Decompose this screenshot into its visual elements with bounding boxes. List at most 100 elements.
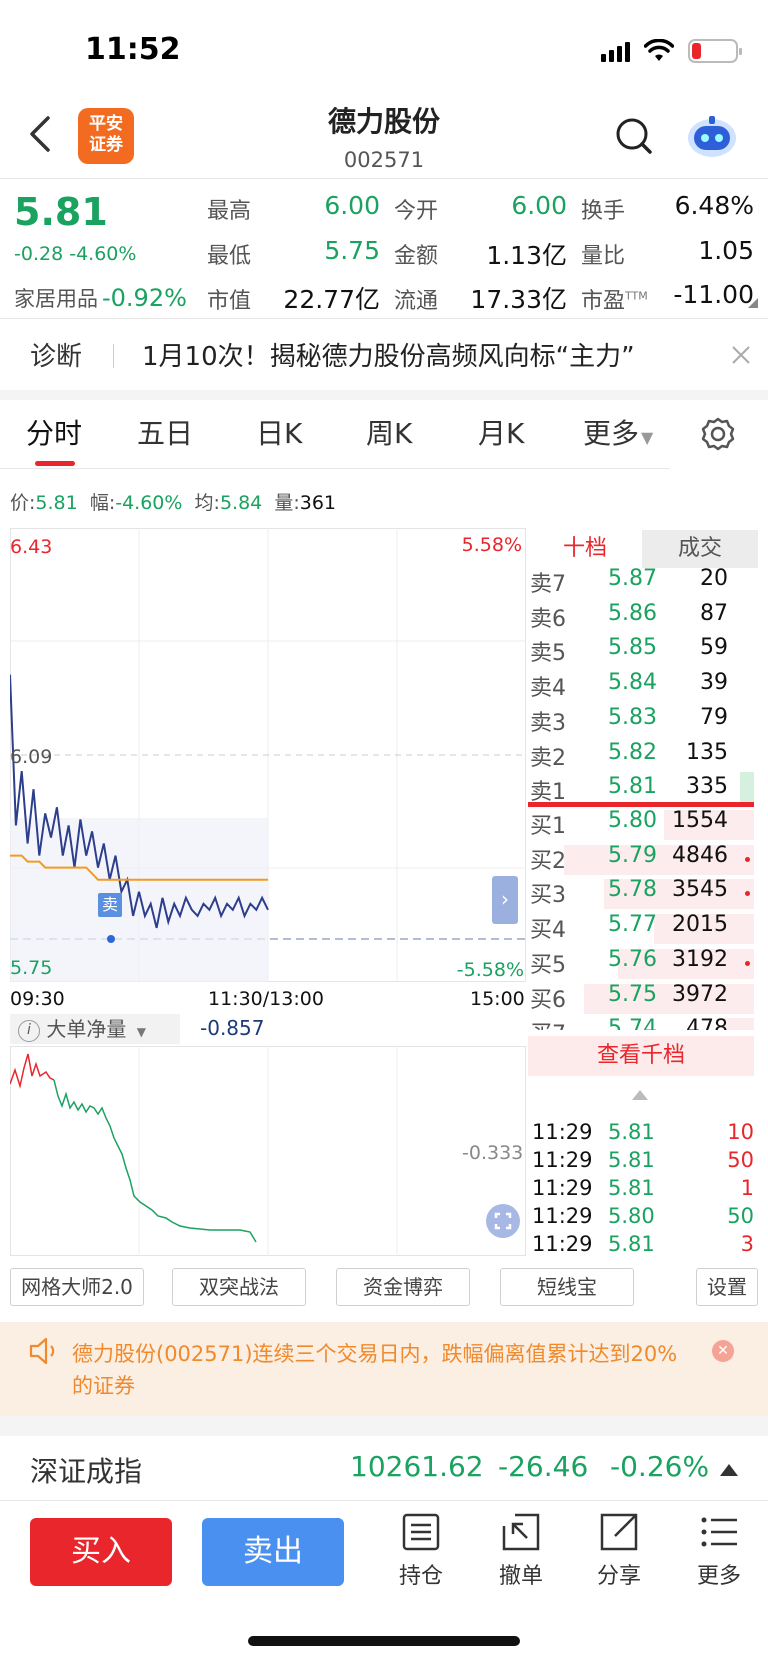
sector-name: 家居用品: [14, 287, 98, 311]
stat-value-volratio: 1.05: [698, 236, 754, 265]
view-thousand-levels-button[interactable]: 查看千档: [528, 1036, 754, 1076]
ask-volume: 135: [686, 739, 728, 765]
info-vol: 361: [299, 492, 337, 514]
back-icon[interactable]: [24, 114, 56, 154]
tab-daily-k[interactable]: 日K: [256, 417, 303, 450]
bid-label: 买4: [530, 918, 566, 944]
chevron-down-icon: ▼: [136, 1025, 146, 1039]
buy-button[interactable]: 买入: [30, 1518, 172, 1586]
index-percent: -0.26%: [610, 1450, 710, 1483]
stat-label-pe: 市盈TTM: [581, 289, 648, 314]
bid-volume-bar: [664, 810, 754, 840]
diagnosis-separator: [113, 344, 114, 368]
ask-price: 5.82: [608, 739, 657, 765]
ask-row[interactable]: 卖7 5.87 20: [528, 566, 758, 600]
indicator-line-red: [10, 1053, 55, 1089]
trade-price: 5.81: [608, 1120, 655, 1144]
large-order-dot: [745, 856, 750, 862]
trade-price: 5.81: [608, 1232, 655, 1256]
intraday-price-chart[interactable]: [10, 528, 526, 982]
ask-row[interactable]: 卖6 5.86 87: [528, 601, 758, 635]
x-label-open: 09:30: [10, 988, 65, 1010]
ask-row[interactable]: 卖4 5.84 39: [528, 670, 758, 704]
trade-time: 11:29: [532, 1148, 593, 1172]
indicator-value: -0.857: [200, 1016, 265, 1040]
sell-signal-marker[interactable]: 卖: [98, 893, 122, 917]
tab-weekly-k[interactable]: 周K: [366, 417, 413, 450]
bid-row[interactable]: 买1 5.80 1554: [528, 808, 758, 842]
robot-assistant-icon[interactable]: [686, 112, 738, 160]
broker-logo: 平安证券: [78, 108, 134, 164]
order-book-tab-trades[interactable]: 成交: [642, 530, 758, 568]
stat-value-float: 17.33亿: [470, 285, 567, 314]
info-avg: 5.84: [219, 492, 263, 514]
bid-volume: 1554: [672, 808, 728, 833]
ask-row[interactable]: 卖1 5.81 335: [528, 774, 758, 808]
tool-double-breakout-button[interactable]: 双突战法: [172, 1268, 306, 1306]
tab-monthly-k[interactable]: 月K: [478, 417, 525, 450]
stat-label-volratio: 量比: [581, 244, 626, 269]
nav-more[interactable]: 更多: [684, 1512, 754, 1590]
bid-row[interactable]: 买4 5.77 2015: [528, 912, 758, 946]
chevron-down-icon: ▼: [641, 428, 654, 447]
expand-panel-chevron-icon[interactable]: ›: [492, 876, 518, 924]
info-range: -4.60%: [115, 492, 183, 514]
tool-grid-master-button[interactable]: 网格大师2.0: [10, 1268, 144, 1306]
home-indicator: [248, 1636, 520, 1646]
bid-row[interactable]: 买3 5.78 3545: [528, 877, 758, 911]
tool-capital-game-button[interactable]: 资金博弈: [336, 1268, 470, 1306]
trade-point-marker: [107, 935, 115, 943]
chevron-up-icon[interactable]: [720, 1462, 738, 1476]
order-book-tab-ten[interactable]: 十档: [528, 530, 642, 568]
x-label-midday: 11:30/13:00: [208, 988, 324, 1010]
bid-volume: 3972: [672, 981, 728, 1007]
tool-settings-button[interactable]: 设置: [696, 1268, 758, 1306]
stat-label-turnover: 换手: [581, 199, 626, 224]
bid-list: 买1 5.80 1554 买2 5.79 4846 买3 5.78 3545 买4 5.77 2015…: [528, 808, 758, 1030]
bid-row[interactable]: 买5 5.76 3192: [528, 947, 758, 981]
x-label-close: 15:00: [470, 988, 525, 1010]
tab-five-day[interactable]: 五日: [137, 417, 194, 450]
bid-volume-bar: [724, 1018, 754, 1030]
tab-more[interactable]: 更多 ▼: [583, 417, 654, 450]
nav-cancel-order[interactable]: 撤单: [486, 1512, 556, 1590]
bid-row[interactable]: 买2 5.79 4846: [528, 843, 758, 877]
sector-row[interactable]: 家居用品 -0.92%: [14, 283, 187, 313]
ask-row[interactable]: 卖3 5.83 79: [528, 705, 758, 739]
indicator-chart[interactable]: [10, 1046, 526, 1256]
nav-share[interactable]: 分享: [584, 1512, 654, 1590]
tool-short-term-button[interactable]: 短线宝: [500, 1268, 634, 1306]
sell-button[interactable]: 卖出: [202, 1518, 344, 1586]
nav-holdings[interactable]: 持仓: [386, 1512, 456, 1590]
gear-icon[interactable]: [700, 416, 736, 452]
search-icon[interactable]: [614, 116, 654, 156]
info-price: 5.81: [35, 492, 78, 514]
close-icon[interactable]: ✕: [712, 1340, 734, 1362]
bid-row[interactable]: 买6 5.75 3972: [528, 982, 758, 1016]
holdings-icon: [402, 1513, 440, 1551]
close-icon[interactable]: [730, 344, 752, 366]
ask-label: 卖2: [530, 745, 566, 771]
index-bar[interactable]: 深证成指 10261.62 -26.46 -0.26%: [0, 1436, 768, 1500]
risk-notice-banner[interactable]: 德力股份(002571)连续三个交易日内，跌幅偏离值累计达到20%的证券 ✕: [0, 1322, 768, 1416]
expand-corner-icon[interactable]: [748, 298, 758, 308]
ask-row[interactable]: 卖2 5.82 135: [528, 740, 758, 774]
chart-y-top-right: 5.58%: [461, 534, 522, 556]
bid-volume: 2015: [672, 912, 728, 938]
tab-intraday[interactable]: 分时: [26, 417, 83, 450]
indicator-selector[interactable]: i 大单净量 ▼: [10, 1014, 180, 1044]
bid-price: 5.76: [608, 946, 657, 972]
large-order-dot: [745, 960, 750, 966]
bid-volume-bar: [584, 983, 754, 1014]
bid-row[interactable]: 买7 5.74 478: [528, 1016, 758, 1030]
diagnosis-banner[interactable]: 诊断 1月10次！揭秘德力股份高频风向标“主力”: [0, 322, 768, 390]
ask-row[interactable]: 卖5 5.85 59: [528, 635, 758, 669]
ask-label: 卖7: [530, 572, 566, 597]
trade-price: 5.80: [608, 1204, 655, 1228]
chevron-up-icon[interactable]: [632, 1088, 648, 1100]
bid-volume: 3545: [672, 877, 728, 903]
fullscreen-icon[interactable]: [486, 1204, 520, 1238]
stat-label-float: 流通: [394, 289, 439, 314]
chart-y-top-left: 6.43: [10, 536, 53, 558]
ask-label: 卖3: [530, 710, 566, 736]
